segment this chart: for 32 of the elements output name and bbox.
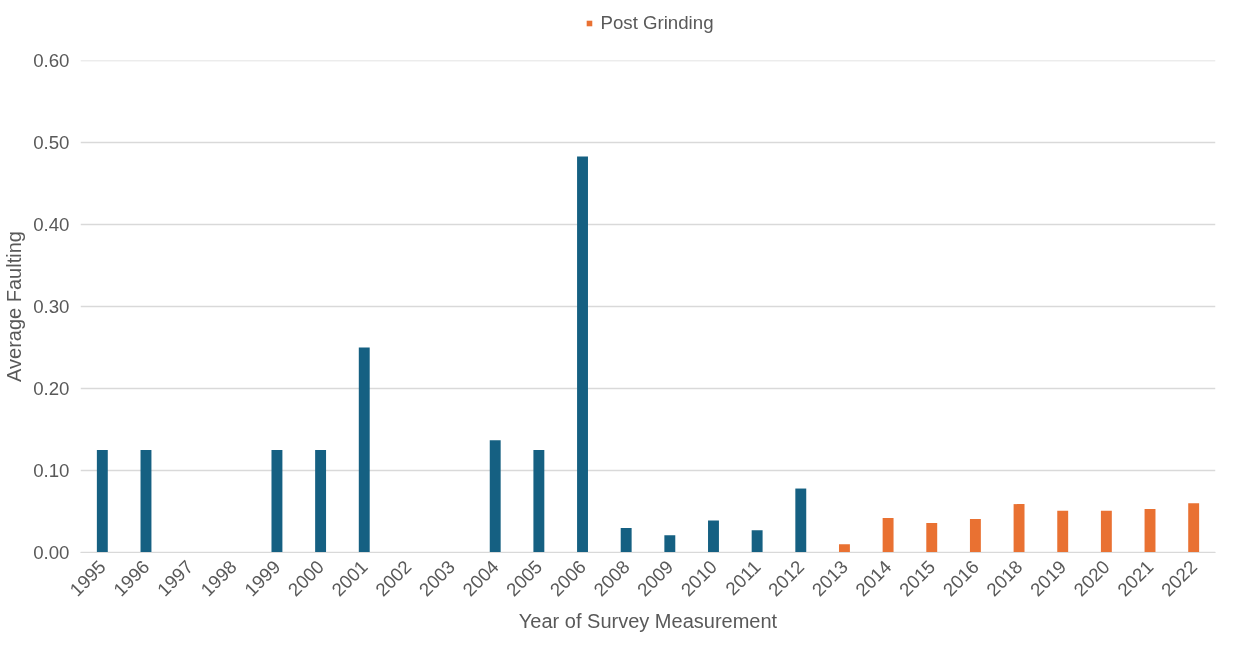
bar xyxy=(96,450,108,553)
bar xyxy=(315,450,327,553)
bar xyxy=(1100,510,1112,553)
bar xyxy=(1057,510,1069,553)
y-tick-label: 0.20 xyxy=(33,378,70,399)
bar xyxy=(577,156,588,553)
y-tick-label: 0.10 xyxy=(33,460,70,481)
y-axis-title: Average Faulting xyxy=(3,231,26,382)
bar xyxy=(926,522,938,553)
bar xyxy=(664,535,676,553)
y-tick-label: 0.00 xyxy=(33,542,70,563)
bar xyxy=(838,544,850,553)
y-tick-label: 0.50 xyxy=(33,132,70,153)
bar xyxy=(271,450,283,553)
bar xyxy=(489,440,501,553)
bar xyxy=(140,450,152,553)
bar xyxy=(533,450,545,553)
bar xyxy=(620,527,632,553)
bar xyxy=(1144,509,1156,553)
x-axis-title: Year of Survey Measurement xyxy=(518,610,778,633)
bar xyxy=(1013,504,1025,553)
y-tick-label: 0.60 xyxy=(33,50,70,71)
bar xyxy=(882,518,894,553)
bar xyxy=(795,488,807,553)
bar xyxy=(969,518,981,553)
bar xyxy=(751,530,763,553)
bar xyxy=(1188,503,1200,553)
bar xyxy=(358,347,370,553)
bar xyxy=(708,520,719,553)
legend-label: Post Grinding xyxy=(600,11,714,34)
y-tick-label: 0.40 xyxy=(33,214,70,235)
y-tick-label: 0.30 xyxy=(33,296,70,317)
